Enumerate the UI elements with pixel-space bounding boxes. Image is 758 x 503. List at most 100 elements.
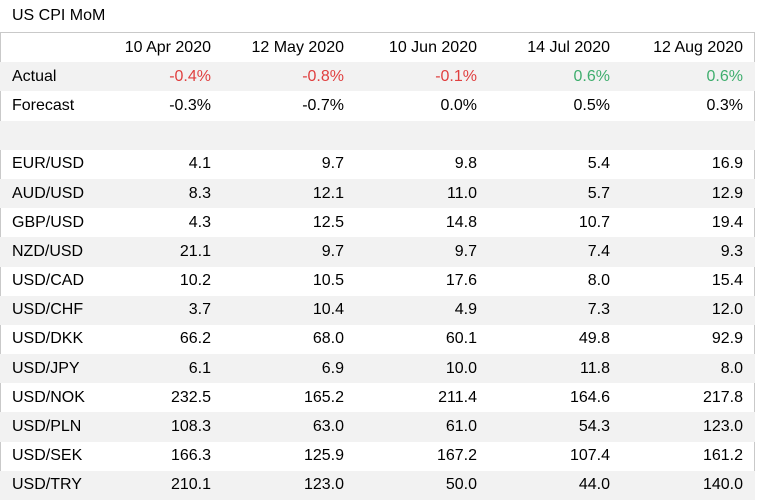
table-cell: 16.9 bbox=[711, 155, 743, 173]
empty-cell bbox=[356, 121, 489, 150]
table-cell: 60.1 bbox=[445, 330, 477, 348]
table-cell: 4.1 bbox=[188, 155, 211, 173]
table-cell: 4.9 bbox=[454, 301, 477, 319]
cpi-row: Actual -0.4% -0.8% -0.1% 0.6% 0.6% bbox=[0, 62, 755, 92]
table-cell: 232.5 bbox=[170, 388, 211, 406]
table-cell: 12.5 bbox=[312, 213, 344, 231]
row-label: GBP/USD bbox=[12, 213, 85, 231]
table-cell: 0.5% bbox=[573, 96, 610, 114]
table-cell: 11.8 bbox=[580, 359, 610, 377]
table-cell: 5.7 bbox=[587, 184, 610, 202]
table-cell: 167.2 bbox=[436, 447, 477, 465]
table-cell: 12.1 bbox=[312, 184, 344, 202]
currency-pair-row: USD/CAD 10.2 10.5 17.6 8.0 15.4 bbox=[0, 267, 755, 296]
currency-pair-row: AUD/USD 8.3 12.1 11.0 5.7 12.9 bbox=[0, 178, 755, 209]
table-cell: 0.6% bbox=[573, 67, 610, 85]
row-label: USD/CAD bbox=[12, 272, 85, 290]
row-label: USD/TRY bbox=[12, 476, 82, 494]
table-cell: 44.0 bbox=[578, 476, 610, 494]
table-cell: 12.9 bbox=[711, 184, 743, 202]
row-label: EUR/USD bbox=[12, 155, 85, 173]
table-cell: 9.7 bbox=[321, 155, 344, 173]
table-cell: 166.3 bbox=[170, 447, 211, 465]
currency-pair-row: NZD/USD 21.1 9.7 9.7 7.4 9.3 bbox=[0, 237, 755, 267]
table-cell: 108.3 bbox=[170, 418, 211, 436]
table-cell: 10.0 bbox=[445, 359, 477, 377]
row-label: AUD/USD bbox=[12, 184, 85, 202]
row-label: Actual bbox=[12, 67, 57, 85]
table-cell: -0.1% bbox=[435, 67, 477, 85]
currency-pair-row: USD/TRY 210.1 123.0 50.0 44.0 140.0 bbox=[0, 470, 755, 500]
table-cell: -0.3% bbox=[169, 96, 211, 114]
table-cell: 9.3 bbox=[720, 242, 743, 260]
table-cell: 7.4 bbox=[587, 242, 610, 260]
table-cell: 7.3 bbox=[587, 301, 610, 319]
table-cell: 21.1 bbox=[179, 242, 211, 260]
table-cell: -0.4% bbox=[169, 67, 211, 85]
currency-pair-row: USD/DKK 66.2 68.0 60.1 49.8 92.9 bbox=[0, 325, 755, 354]
table-cell: 140.0 bbox=[702, 476, 743, 494]
table-cell: 125.9 bbox=[303, 447, 344, 465]
row-label: USD/PLN bbox=[12, 418, 82, 436]
table-cell: 107.4 bbox=[569, 447, 610, 465]
header-row: 10 Apr 2020 12 May 2020 10 Jun 2020 14 J… bbox=[0, 33, 755, 62]
table-cell: -0.7% bbox=[302, 96, 344, 114]
currency-pair-row: USD/NOK 232.5 165.2 211.4 164.6 217.8 bbox=[0, 383, 755, 412]
table-cell: 123.0 bbox=[303, 476, 344, 494]
empty-cell bbox=[489, 121, 622, 150]
column-header: 10 Jun 2020 bbox=[388, 38, 477, 56]
table-frame bbox=[0, 32, 755, 500]
empty-cell bbox=[223, 121, 356, 150]
table-cell: 10.2 bbox=[179, 272, 211, 290]
table-cell: 9.7 bbox=[454, 242, 477, 260]
header-corner bbox=[0, 33, 90, 62]
table-cell: 8.0 bbox=[720, 359, 743, 377]
table-cell: 10.4 bbox=[312, 301, 344, 319]
row-label: USD/NOK bbox=[12, 388, 85, 406]
currency-pair-row: EUR/USD 4.1 9.7 9.8 5.4 16.9 bbox=[0, 150, 755, 179]
table-cell: 210.1 bbox=[170, 476, 211, 494]
table-cell: -0.8% bbox=[302, 67, 344, 85]
cpi-table: 10 Apr 2020 12 May 2020 10 Jun 2020 14 J… bbox=[0, 33, 755, 500]
column-header: 12 Aug 2020 bbox=[653, 38, 743, 56]
currency-pair-row: USD/JPY 6.1 6.9 10.0 11.8 8.0 bbox=[0, 354, 755, 384]
table-cell: 12.0 bbox=[711, 301, 743, 319]
separator-row bbox=[0, 120, 755, 150]
table-cell: 6.9 bbox=[321, 359, 344, 377]
table-cell: 5.4 bbox=[587, 155, 610, 173]
table-cell: 9.7 bbox=[321, 242, 344, 260]
table-cell: 8.3 bbox=[188, 184, 211, 202]
row-label: USD/DKK bbox=[12, 330, 84, 348]
currency-pair-row: USD/SEK 166.3 125.9 167.2 107.4 161.2 bbox=[0, 442, 755, 471]
table-cell: 164.6 bbox=[569, 388, 610, 406]
empty-cell bbox=[0, 121, 90, 150]
table-cell: 19.4 bbox=[711, 213, 743, 231]
table-cell: 10.7 bbox=[578, 213, 610, 231]
table-title: US CPI MoM bbox=[12, 7, 106, 24]
table-cell: 50.0 bbox=[445, 476, 477, 494]
table-cell: 61.0 bbox=[445, 418, 477, 436]
row-label: USD/CHF bbox=[12, 301, 84, 319]
row-label: Forecast bbox=[12, 96, 75, 114]
table-cell: 161.2 bbox=[702, 447, 743, 465]
cpi-row: Forecast -0.3% -0.7% 0.0% 0.5% 0.3% bbox=[0, 91, 755, 120]
column-header: 14 Jul 2020 bbox=[527, 38, 610, 56]
table-cell: 92.9 bbox=[711, 330, 743, 348]
table-cell: 211.4 bbox=[438, 388, 477, 406]
table-cell: 68.0 bbox=[312, 330, 344, 348]
table-cell: 10.5 bbox=[312, 272, 344, 290]
column-header: 10 Apr 2020 bbox=[124, 38, 211, 56]
row-label: USD/SEK bbox=[12, 447, 83, 465]
table-cell: 9.8 bbox=[454, 155, 477, 173]
table-cell: 123.0 bbox=[702, 418, 743, 436]
row-label: USD/JPY bbox=[12, 359, 80, 377]
table-cell: 66.2 bbox=[179, 330, 211, 348]
table-cell: 14.8 bbox=[445, 213, 477, 231]
table-cell: 8.0 bbox=[587, 272, 610, 290]
table-body: Actual -0.4% -0.8% -0.1% 0.6% 0.6% Forecast -0.… bbox=[0, 62, 755, 500]
table-cell: 0.0% bbox=[440, 96, 477, 114]
empty-cell bbox=[622, 121, 755, 150]
column-header: 12 May 2020 bbox=[251, 38, 344, 56]
table-cell: 4.3 bbox=[188, 213, 211, 231]
table-cell: 217.8 bbox=[702, 388, 743, 406]
